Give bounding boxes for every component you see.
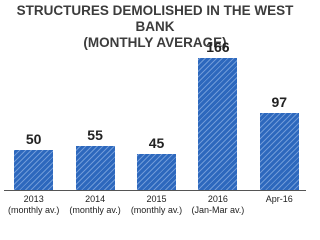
baseline — [4, 190, 306, 191]
bar — [14, 150, 54, 190]
bar — [259, 112, 299, 190]
bar — [198, 58, 238, 190]
x-tick-label: 2015 (monthly av.) — [130, 194, 183, 215]
x-tick-label: 2013 (monthly av.) — [8, 194, 60, 215]
bar — [137, 154, 176, 190]
value-label: 45 — [148, 135, 165, 152]
chart-title: STRUCTURES DEMOLISHED IN THE WEST BANK (… — [16, 3, 294, 50]
value-label: 55 — [87, 127, 103, 144]
chart: STRUCTURES DEMOLISHED IN THE WEST BANK (… — [4, 3, 306, 215]
value-label: 97 — [271, 93, 288, 110]
x-tick-label: 2014 (monthly av.) — [69, 194, 121, 215]
value-label: 166 — [206, 39, 230, 55]
value-label: 50 — [25, 131, 42, 148]
x-tick-label: Apr-16 — [265, 194, 293, 204]
bar — [75, 146, 115, 190]
x-tick-label: 2016 (Jan-Mar av.) — [191, 194, 245, 215]
